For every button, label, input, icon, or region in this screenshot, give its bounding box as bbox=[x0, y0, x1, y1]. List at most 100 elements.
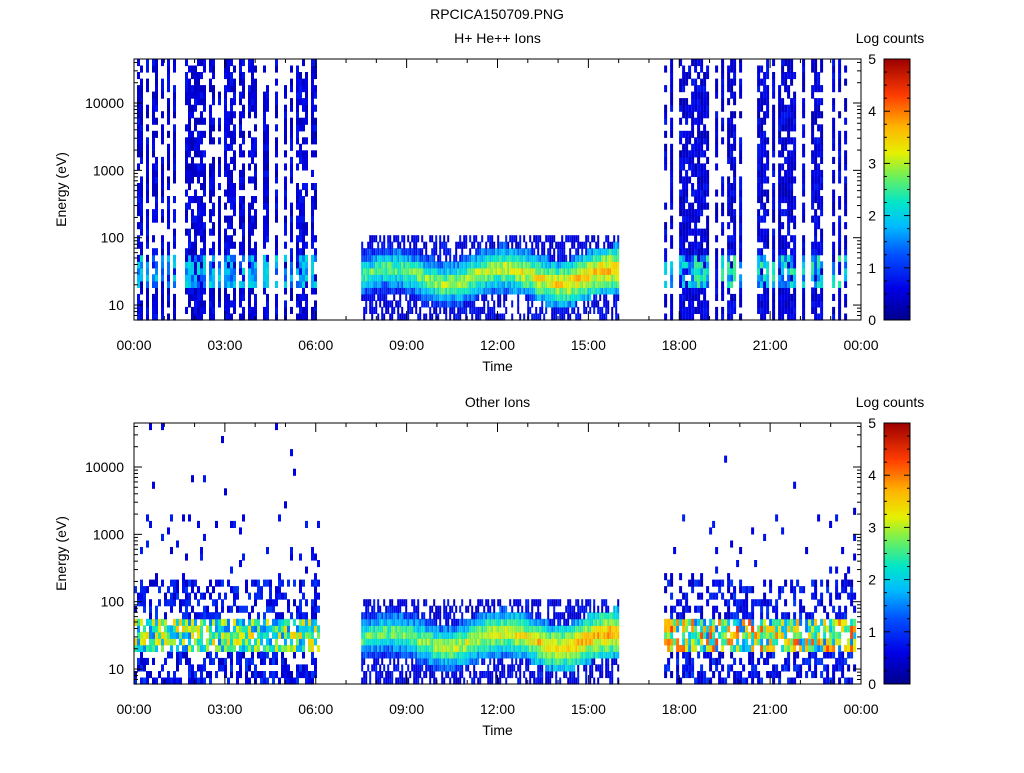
heatmap-cell bbox=[433, 625, 435, 632]
heatmap-cell bbox=[275, 638, 278, 645]
heatmap-cell bbox=[317, 625, 320, 632]
heatmap-cell bbox=[790, 98, 793, 105]
heatmap-cell bbox=[599, 248, 601, 255]
heatmap-cell bbox=[209, 163, 212, 170]
heatmap-cell bbox=[820, 196, 823, 203]
heatmap-cell bbox=[302, 281, 305, 288]
heatmap-cell bbox=[197, 274, 200, 281]
heatmap-cell bbox=[838, 137, 841, 144]
heatmap-cell bbox=[811, 294, 814, 301]
heatmap-cell bbox=[188, 131, 191, 138]
heatmap-cell bbox=[511, 242, 513, 249]
heatmap-cell bbox=[597, 242, 599, 249]
heatmap-cell bbox=[272, 658, 275, 665]
heatmap-cell bbox=[679, 190, 682, 197]
heatmap-cell bbox=[254, 66, 257, 73]
heatmap-cell bbox=[802, 300, 805, 307]
heatmap-cell bbox=[209, 294, 212, 301]
heatmap-cell bbox=[413, 235, 415, 242]
heatmap-cell bbox=[491, 294, 493, 301]
heatmap-cell bbox=[287, 632, 290, 639]
heatmap-cell bbox=[170, 632, 173, 639]
heatmap-cell bbox=[694, 144, 697, 151]
heatmap-cell bbox=[559, 287, 561, 294]
heatmap-cell bbox=[290, 235, 293, 242]
heatmap-cell bbox=[236, 625, 239, 632]
heatmap-cell bbox=[251, 632, 254, 639]
heatmap-cell bbox=[838, 150, 841, 157]
heatmap-cell bbox=[248, 261, 251, 268]
heatmap-cell bbox=[242, 229, 245, 236]
heatmap-cell bbox=[697, 85, 700, 92]
heatmap-cell bbox=[617, 261, 619, 268]
heatmap-cell bbox=[784, 85, 787, 92]
heatmap-cell bbox=[682, 268, 685, 275]
heatmap-cell bbox=[811, 66, 814, 73]
heatmap-cell bbox=[197, 196, 200, 203]
heatmap-cell bbox=[730, 79, 733, 86]
heatmap-cell bbox=[721, 79, 724, 86]
heatmap-cell bbox=[599, 281, 601, 288]
heatmap-cell bbox=[227, 79, 230, 86]
heatmap-cell bbox=[793, 307, 796, 314]
heatmap-cell bbox=[509, 287, 511, 294]
heatmap-cell bbox=[455, 619, 457, 626]
heatmap-cell bbox=[242, 632, 245, 639]
heatmap-cell bbox=[363, 632, 365, 639]
heatmap-cell bbox=[367, 242, 369, 249]
heatmap-cell bbox=[527, 268, 529, 275]
heatmap-cell bbox=[509, 268, 511, 275]
heatmap-cell bbox=[411, 625, 413, 632]
heatmap-cell bbox=[499, 268, 501, 275]
heatmap-cell bbox=[664, 118, 667, 125]
heatmap-cell bbox=[543, 255, 545, 262]
heatmap-cell bbox=[299, 619, 302, 626]
heatmap-cell bbox=[591, 300, 593, 307]
heatmap-cell bbox=[197, 59, 200, 66]
heatmap-cell bbox=[254, 209, 257, 216]
heatmap-cell bbox=[173, 255, 176, 262]
heatmap-cell bbox=[233, 586, 236, 593]
heatmap-cell bbox=[521, 287, 523, 294]
heatmap-cell bbox=[275, 66, 278, 73]
heatmap-cell bbox=[435, 281, 437, 288]
heatmap-cell bbox=[811, 183, 814, 190]
heatmap-cell bbox=[399, 606, 401, 613]
heatmap-cell bbox=[152, 625, 155, 632]
heatmap-cell bbox=[583, 294, 585, 301]
heatmap-cell bbox=[503, 287, 505, 294]
heatmap-cell bbox=[361, 619, 363, 626]
heatmap-cell bbox=[411, 248, 413, 255]
heatmap-cell bbox=[194, 196, 197, 203]
heatmap-cell bbox=[703, 85, 706, 92]
heatmap-cell bbox=[170, 599, 173, 606]
heatmap-cell bbox=[697, 111, 700, 118]
heatmap-cell bbox=[140, 287, 143, 294]
heatmap-cell bbox=[561, 281, 563, 288]
heatmap-cell bbox=[529, 255, 531, 262]
heatmap-cell bbox=[423, 274, 425, 281]
heatmap-cell bbox=[361, 268, 363, 275]
heatmap-cell bbox=[239, 527, 242, 534]
heatmap-cell bbox=[832, 170, 835, 177]
heatmap-cell bbox=[715, 261, 718, 268]
heatmap-cell bbox=[733, 209, 736, 216]
heatmap-cell bbox=[140, 300, 143, 307]
heatmap-cell bbox=[399, 619, 401, 626]
heatmap-cell bbox=[152, 619, 155, 626]
heatmap-cell bbox=[188, 85, 191, 92]
heatmap-cell bbox=[433, 255, 435, 262]
heatmap-cell bbox=[409, 287, 411, 294]
heatmap-cell bbox=[583, 242, 585, 249]
heatmap-cell bbox=[609, 274, 611, 281]
heatmap-cell bbox=[212, 307, 215, 314]
heatmap-cell bbox=[254, 248, 257, 255]
heatmap-cell bbox=[284, 274, 287, 281]
heatmap-cell bbox=[272, 632, 275, 639]
heatmap-cell bbox=[617, 235, 619, 242]
heatmap-cell bbox=[613, 281, 615, 288]
heatmap-cell bbox=[475, 248, 477, 255]
heatmap-cell bbox=[415, 281, 417, 288]
heatmap-cell bbox=[802, 294, 805, 301]
heatmap-cell bbox=[838, 72, 841, 79]
